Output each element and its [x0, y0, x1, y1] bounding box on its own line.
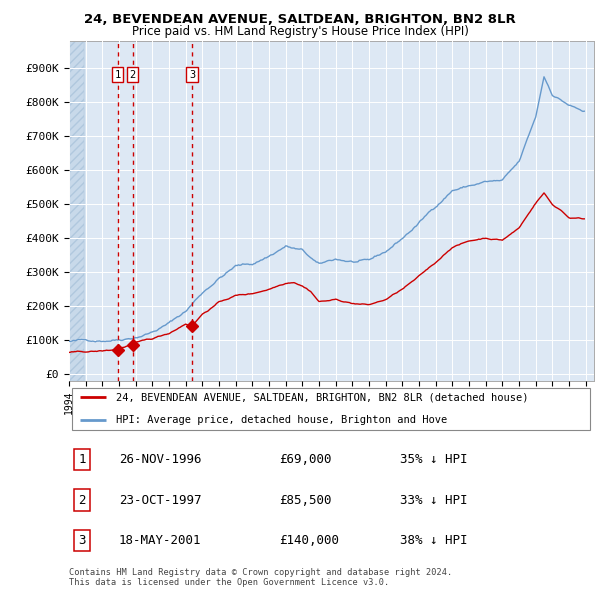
FancyBboxPatch shape	[71, 388, 590, 430]
Text: 26-NOV-1996: 26-NOV-1996	[119, 453, 202, 466]
Text: £69,000: £69,000	[279, 453, 331, 466]
Text: Contains HM Land Registry data © Crown copyright and database right 2024.: Contains HM Land Registry data © Crown c…	[69, 568, 452, 576]
Bar	[69, 41, 85, 381]
Text: 33% ↓ HPI: 33% ↓ HPI	[400, 493, 467, 507]
Text: 1: 1	[115, 70, 121, 80]
Text: 23-OCT-1997: 23-OCT-1997	[119, 493, 202, 507]
Text: Price paid vs. HM Land Registry's House Price Index (HPI): Price paid vs. HM Land Registry's House …	[131, 25, 469, 38]
Text: 24, BEVENDEAN AVENUE, SALTDEAN, BRIGHTON, BN2 8LR: 24, BEVENDEAN AVENUE, SALTDEAN, BRIGHTON…	[84, 13, 516, 26]
Text: 38% ↓ HPI: 38% ↓ HPI	[400, 534, 467, 547]
Text: £85,500: £85,500	[279, 493, 331, 507]
Text: HPI: Average price, detached house, Brighton and Hove: HPI: Average price, detached house, Brig…	[116, 415, 448, 425]
Text: This data is licensed under the Open Government Licence v3.0.: This data is licensed under the Open Gov…	[69, 578, 389, 587]
Text: 24, BEVENDEAN AVENUE, SALTDEAN, BRIGHTON, BN2 8LR (detached house): 24, BEVENDEAN AVENUE, SALTDEAN, BRIGHTON…	[116, 392, 529, 402]
Text: 3: 3	[79, 534, 86, 547]
Text: £140,000: £140,000	[279, 534, 339, 547]
Text: 18-MAY-2001: 18-MAY-2001	[119, 534, 202, 547]
Bar	[69, 41, 85, 381]
Text: 35% ↓ HPI: 35% ↓ HPI	[400, 453, 467, 466]
Text: 1: 1	[79, 453, 86, 466]
Text: 3: 3	[189, 70, 195, 80]
Text: 2: 2	[130, 70, 136, 80]
Text: 2: 2	[79, 493, 86, 507]
